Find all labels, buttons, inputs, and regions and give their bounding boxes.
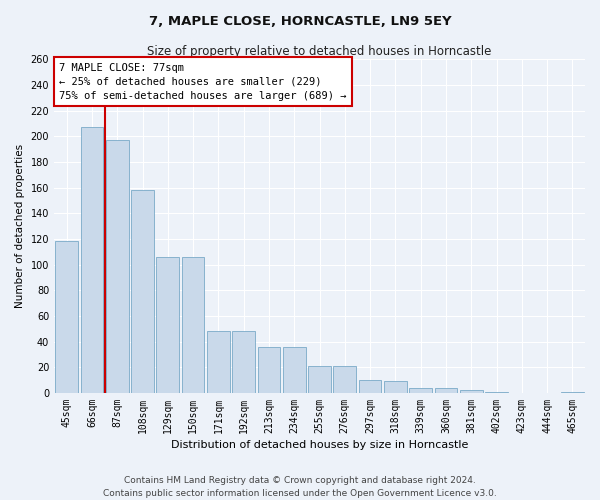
Bar	[232, 332, 255, 393]
Bar	[434, 388, 457, 393]
Bar	[561, 392, 584, 393]
Bar	[334, 366, 356, 393]
Text: 7, MAPLE CLOSE, HORNCASTLE, LN9 5EY: 7, MAPLE CLOSE, HORNCASTLE, LN9 5EY	[149, 15, 451, 28]
Bar	[182, 257, 205, 393]
Bar	[207, 332, 230, 393]
Bar	[409, 388, 432, 393]
X-axis label: Distribution of detached houses by size in Horncastle: Distribution of detached houses by size …	[171, 440, 468, 450]
Text: 7 MAPLE CLOSE: 77sqm
← 25% of detached houses are smaller (229)
75% of semi-deta: 7 MAPLE CLOSE: 77sqm ← 25% of detached h…	[59, 62, 347, 100]
Bar	[106, 140, 128, 393]
Bar	[80, 127, 103, 393]
Bar	[157, 257, 179, 393]
Bar	[485, 392, 508, 393]
Bar	[283, 346, 305, 393]
Title: Size of property relative to detached houses in Horncastle: Size of property relative to detached ho…	[148, 45, 492, 58]
Text: Contains HM Land Registry data © Crown copyright and database right 2024.
Contai: Contains HM Land Registry data © Crown c…	[103, 476, 497, 498]
Bar	[460, 390, 482, 393]
Bar	[359, 380, 382, 393]
Bar	[308, 366, 331, 393]
Y-axis label: Number of detached properties: Number of detached properties	[15, 144, 25, 308]
Bar	[384, 382, 407, 393]
Bar	[131, 190, 154, 393]
Bar	[257, 346, 280, 393]
Bar	[55, 242, 78, 393]
